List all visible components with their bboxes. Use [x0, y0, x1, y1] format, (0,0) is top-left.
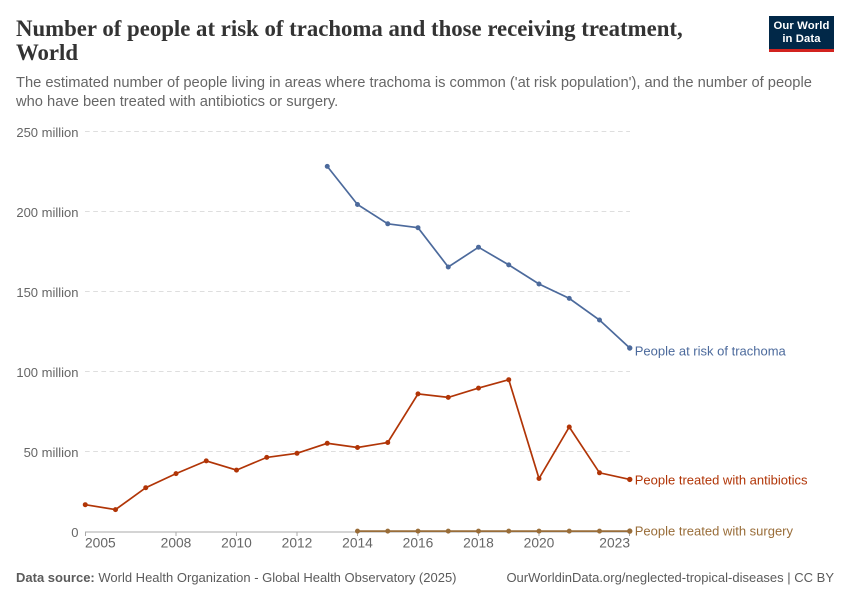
svg-text:0: 0 — [71, 525, 78, 540]
svg-text:People at risk of trachoma: People at risk of trachoma — [635, 344, 787, 359]
svg-text:200 million: 200 million — [16, 205, 78, 220]
svg-text:2020: 2020 — [524, 536, 555, 551]
svg-text:50 million: 50 million — [24, 445, 79, 460]
svg-text:2018: 2018 — [463, 536, 494, 551]
svg-text:150 million: 150 million — [16, 285, 78, 300]
svg-text:2010: 2010 — [221, 536, 252, 551]
svg-text:People treated with surgery: People treated with surgery — [635, 524, 794, 539]
svg-text:People treated with antibiotic: People treated with antibiotics — [635, 473, 808, 488]
svg-text:100 million: 100 million — [16, 365, 78, 380]
svg-text:2005: 2005 — [85, 536, 116, 551]
svg-text:2008: 2008 — [161, 536, 192, 551]
svg-text:2012: 2012 — [282, 536, 313, 551]
svg-text:2016: 2016 — [403, 536, 434, 551]
svg-text:250 million: 250 million — [16, 125, 78, 140]
svg-text:2023: 2023 — [599, 536, 630, 551]
svg-text:2014: 2014 — [342, 536, 373, 551]
